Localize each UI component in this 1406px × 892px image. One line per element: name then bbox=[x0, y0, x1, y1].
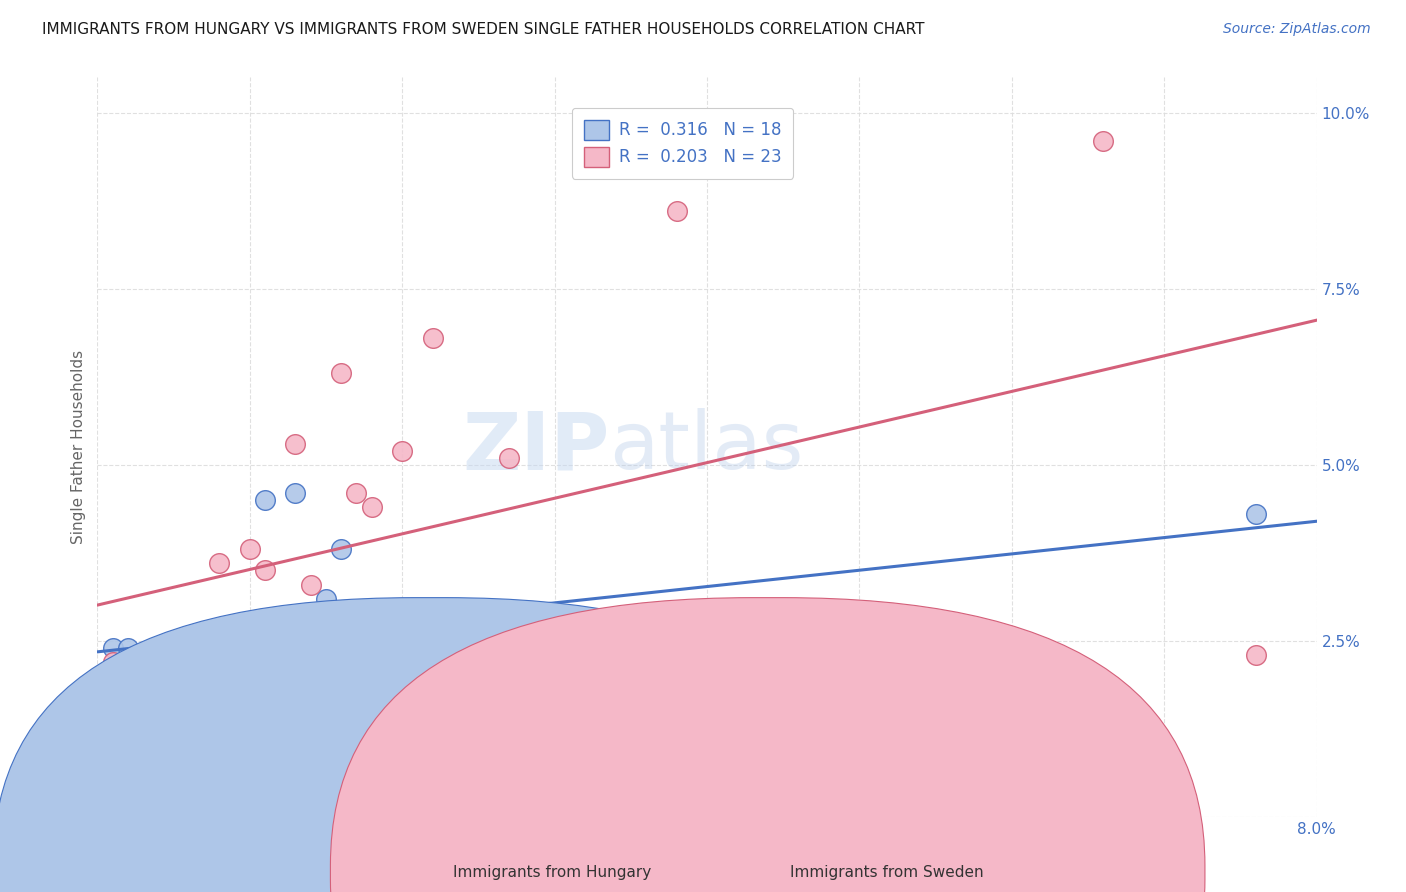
Point bbox=[284, 436, 307, 450]
Point bbox=[132, 662, 155, 676]
Point bbox=[253, 493, 276, 508]
Point bbox=[422, 613, 444, 627]
Text: Immigrants from Hungary: Immigrants from Hungary bbox=[453, 865, 651, 880]
Point bbox=[101, 640, 124, 655]
Point bbox=[148, 655, 170, 669]
Text: Source: ZipAtlas.com: Source: ZipAtlas.com bbox=[1223, 22, 1371, 37]
Point bbox=[391, 620, 413, 634]
Point bbox=[253, 564, 276, 578]
Point bbox=[208, 557, 231, 571]
Point bbox=[346, 486, 368, 500]
Text: ZIP: ZIP bbox=[463, 409, 609, 486]
Point bbox=[148, 648, 170, 662]
Point bbox=[498, 450, 520, 465]
Point bbox=[284, 486, 307, 500]
Point bbox=[1092, 134, 1115, 148]
Legend: R =  0.316   N = 18, R =  0.203   N = 23: R = 0.316 N = 18, R = 0.203 N = 23 bbox=[572, 108, 793, 178]
Point bbox=[177, 655, 200, 669]
Point bbox=[132, 662, 155, 676]
Point bbox=[193, 634, 215, 648]
Text: atlas: atlas bbox=[609, 409, 804, 486]
Y-axis label: Single Father Households: Single Father Households bbox=[72, 351, 86, 544]
Point bbox=[224, 711, 246, 725]
Point bbox=[391, 443, 413, 458]
Text: IMMIGRANTS FROM HUNGARY VS IMMIGRANTS FROM SWEDEN SINGLE FATHER HOUSEHOLDS CORRE: IMMIGRANTS FROM HUNGARY VS IMMIGRANTS FR… bbox=[42, 22, 925, 37]
Point bbox=[101, 655, 124, 669]
Point bbox=[422, 331, 444, 345]
Text: Immigrants from Sweden: Immigrants from Sweden bbox=[790, 865, 984, 880]
Point bbox=[665, 204, 688, 219]
Point bbox=[299, 577, 322, 591]
Point bbox=[162, 669, 184, 683]
Point bbox=[360, 500, 382, 514]
Point bbox=[315, 591, 337, 606]
Point bbox=[162, 676, 184, 690]
Point bbox=[330, 542, 353, 557]
Point bbox=[117, 669, 139, 683]
Point bbox=[589, 676, 612, 690]
Point bbox=[1244, 507, 1267, 521]
Point bbox=[208, 669, 231, 683]
Point bbox=[177, 655, 200, 669]
Point bbox=[330, 366, 353, 380]
Point bbox=[193, 683, 215, 698]
Point bbox=[239, 542, 262, 557]
Point bbox=[239, 634, 262, 648]
Point bbox=[620, 698, 643, 712]
Point bbox=[1244, 648, 1267, 662]
Point bbox=[117, 640, 139, 655]
Point bbox=[543, 655, 565, 669]
